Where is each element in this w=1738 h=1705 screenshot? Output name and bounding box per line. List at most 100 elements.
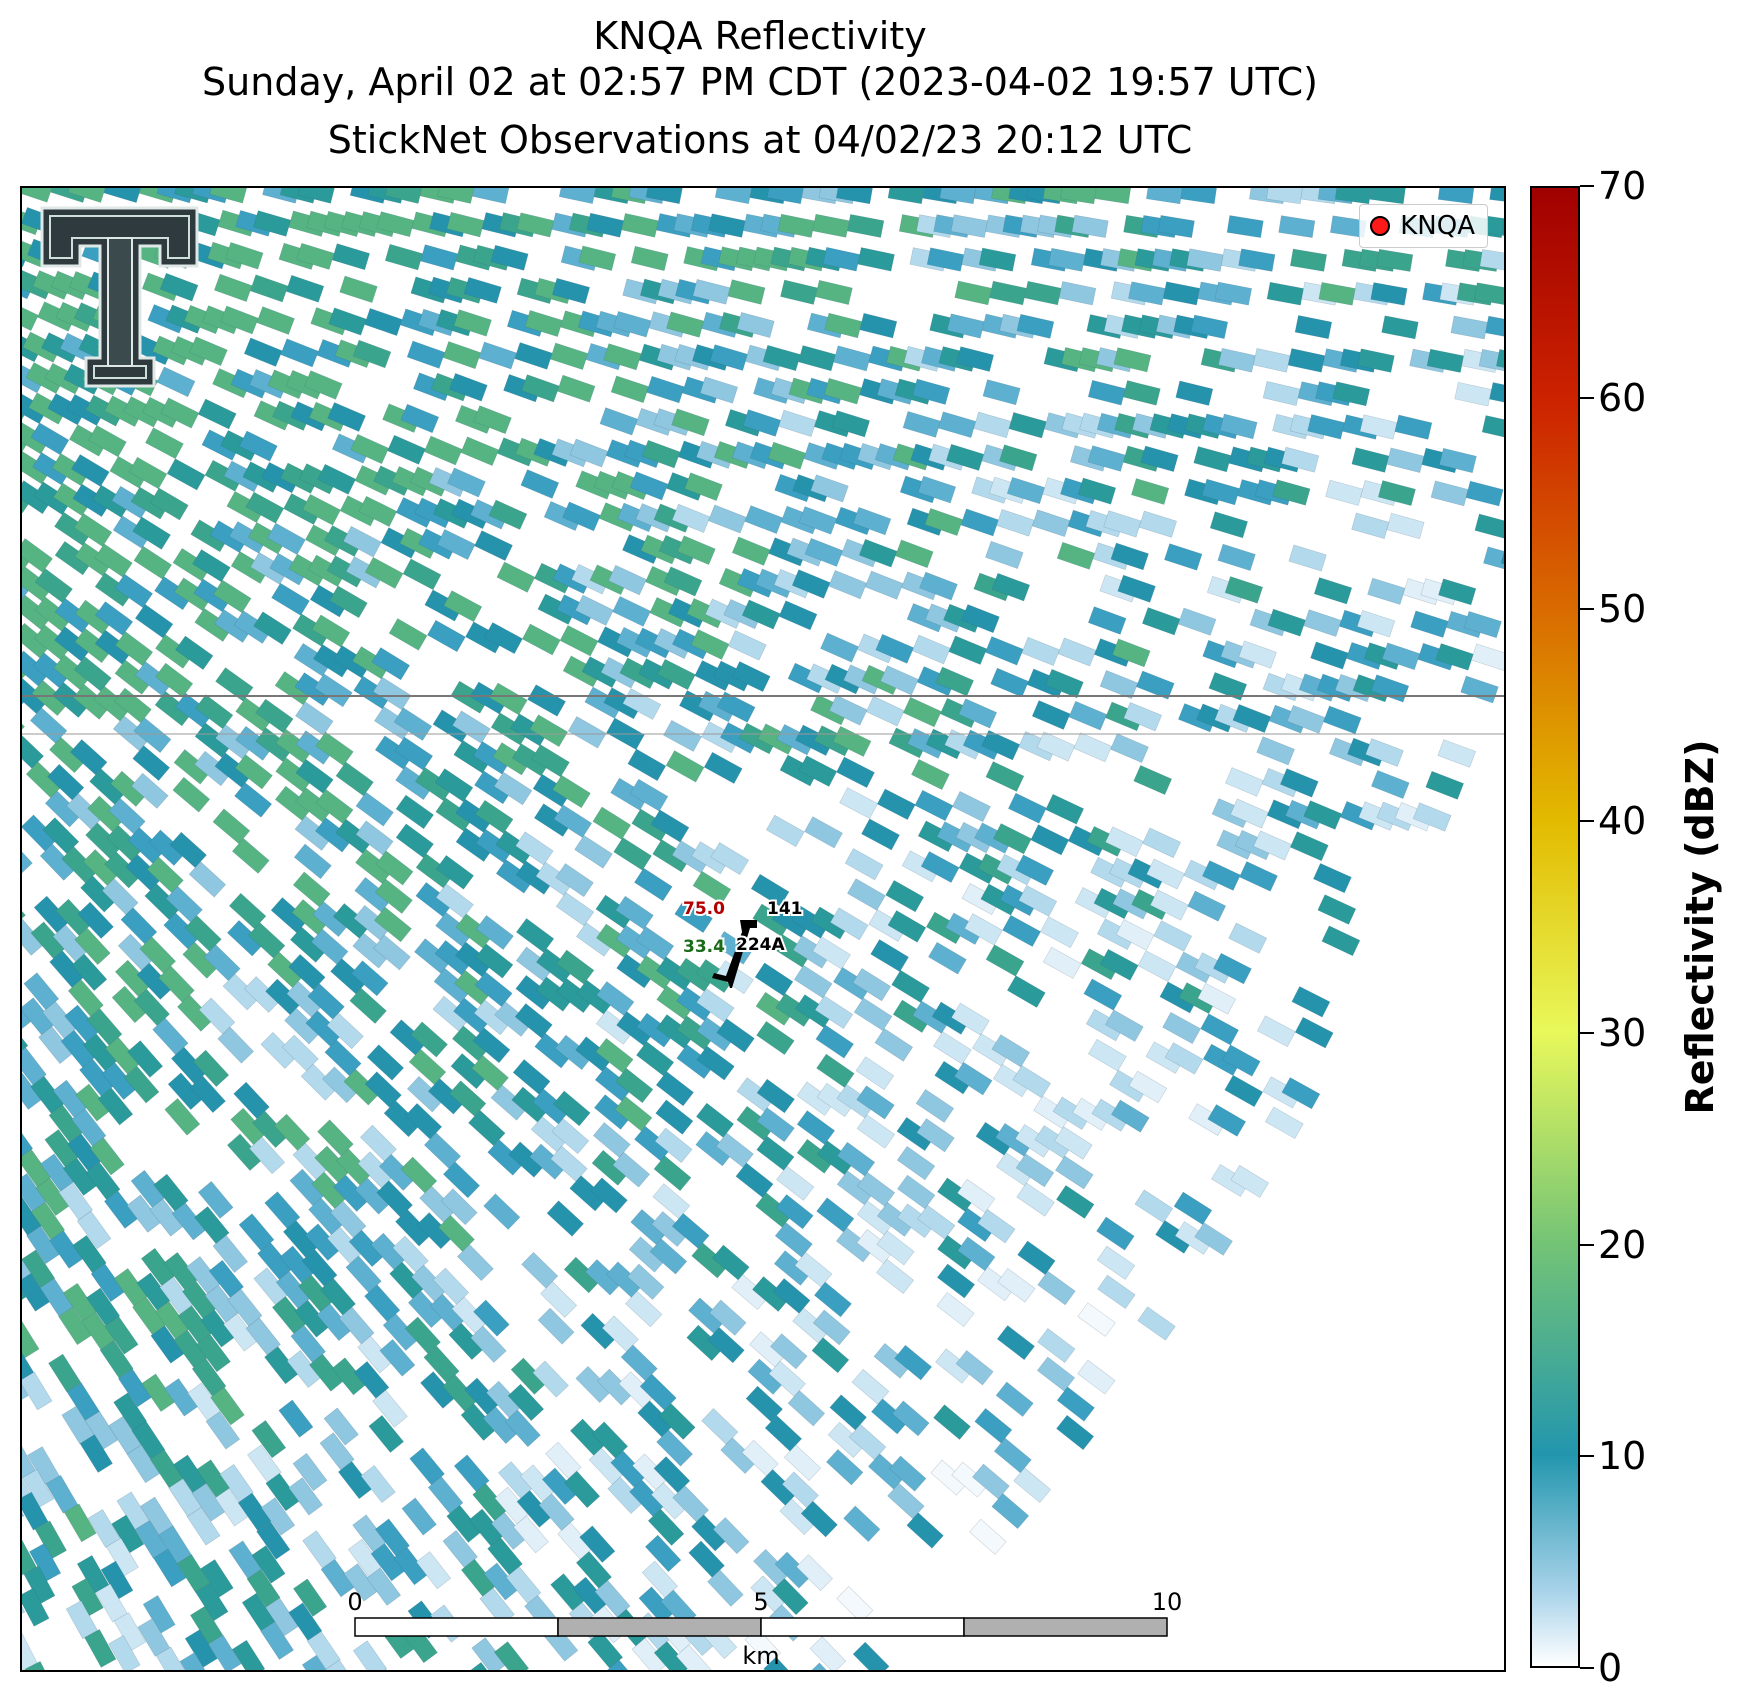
reflectivity-gate — [951, 1002, 990, 1036]
reflectivity-gate — [684, 472, 723, 502]
sticknet-station[interactable]: 75.0 141 33.4 224A — [681, 897, 805, 988]
reflectivity-gate — [615, 895, 654, 930]
reflectivity-gate — [472, 1027, 511, 1064]
reflectivity-gate — [1140, 445, 1179, 472]
reflectivity-gate — [814, 995, 854, 1030]
reflectivity-gate — [91, 484, 131, 518]
reflectivity-gate — [1500, 546, 1504, 573]
reflectivity-gate — [791, 905, 830, 939]
reflectivity-gate — [265, 1597, 299, 1637]
reflectivity-gate — [1439, 447, 1477, 474]
reflectivity-gate — [415, 1551, 452, 1590]
reflectivity-gate — [72, 1234, 107, 1274]
reflectivity-gate — [654, 1127, 693, 1164]
reflectivity-gate — [286, 980, 324, 1018]
reflectivity-gate — [1096, 1245, 1136, 1280]
reflectivity-gate — [94, 543, 133, 578]
reflectivity-gate — [289, 1168, 326, 1207]
reflectivity-gate — [707, 1569, 744, 1607]
reflectivity-gate — [914, 789, 954, 822]
reflectivity-gate — [798, 755, 838, 787]
reflectivity-gate — [105, 1537, 139, 1577]
reflectivity-gate — [355, 848, 394, 884]
reflectivity-gate — [1278, 215, 1316, 238]
reflectivity-gate — [532, 1088, 570, 1125]
reflectivity-gate — [615, 1067, 654, 1104]
reflectivity-gate — [22, 1319, 40, 1359]
colorbar-tick-label-0: 0 — [1598, 1646, 1623, 1690]
reflectivity-gate — [274, 785, 313, 821]
reflectivity-gate — [707, 1326, 745, 1364]
reflectivity-gate — [1077, 1359, 1116, 1395]
reflectivity-gate — [1055, 1155, 1094, 1190]
reflectivity-gate — [864, 570, 904, 600]
reflectivity-gate — [58, 1182, 93, 1221]
reflectivity-gate — [1253, 830, 1292, 861]
reflectivity-gate — [449, 373, 488, 402]
reflectivity-gate — [868, 909, 908, 942]
reflectivity-gate — [410, 1021, 448, 1058]
radar-map[interactable]: 0 5 10 km 75.0 141 33.4 224A KNQA — [20, 186, 1506, 1672]
reflectivity-gate — [827, 1421, 866, 1459]
reflectivity-gate — [529, 1143, 567, 1180]
reflectivity-gate — [1008, 412, 1047, 439]
reflectivity-gate — [1289, 248, 1328, 272]
reflectivity-gate — [22, 1244, 32, 1284]
reflectivity-gate — [339, 275, 378, 304]
reflectivity-gate — [326, 1012, 364, 1050]
reflectivity-gate — [646, 375, 685, 404]
reflectivity-gate — [215, 667, 254, 702]
reflectivity-gate — [285, 274, 325, 303]
reflectivity-gate — [856, 1200, 895, 1236]
reflectivity-gate — [650, 809, 690, 843]
reflectivity-gate — [945, 443, 985, 471]
reflectivity-gate — [474, 971, 513, 1007]
reflectivity-gate — [973, 411, 1012, 439]
reflectivity-gate — [955, 1350, 994, 1386]
reflectivity-gate — [436, 528, 476, 561]
reflectivity-gate — [912, 378, 951, 405]
reflectivity-gate — [1110, 1099, 1150, 1133]
reflectivity-gate — [920, 851, 960, 883]
reflectivity-gate — [957, 1236, 996, 1272]
reflectivity-gate — [1177, 607, 1217, 636]
reflectivity-gate — [1370, 282, 1408, 306]
reflectivity-gate — [887, 1482, 925, 1520]
reflectivity-gate — [1219, 413, 1258, 440]
reflectivity-gate — [88, 424, 127, 458]
reflectivity-gate — [89, 768, 127, 805]
reflectivity-gate — [985, 944, 1025, 977]
reflectivity-gate — [154, 691, 193, 727]
reflectivity-gate — [1031, 509, 1071, 537]
reflectivity-gate — [94, 601, 134, 636]
reflectivity-gate — [1218, 347, 1256, 373]
reflectivity-gate — [688, 1297, 726, 1334]
reflectivity-gate — [33, 481, 72, 516]
reflectivity-gate — [485, 1380, 523, 1419]
reflectivity-gate — [985, 540, 1024, 569]
reflectivity-gate — [991, 1034, 1031, 1068]
reflectivity-gate — [636, 1041, 675, 1077]
reflectivity-gate — [1099, 670, 1139, 700]
reflectivity-gate — [865, 695, 905, 727]
reflectivity-gate — [1489, 382, 1504, 407]
reflectivity-gate — [605, 1659, 642, 1670]
reflectivity-gate — [828, 569, 868, 600]
reflectivity-gate — [613, 310, 652, 338]
reflectivity-gate — [22, 993, 33, 1032]
reflectivity-gate — [297, 188, 336, 204]
reflectivity-gate — [591, 1421, 629, 1459]
reflectivity-gate — [574, 834, 613, 869]
colorbar-tick-label-70: 70 — [1598, 164, 1647, 208]
reflectivity-gate — [655, 1071, 694, 1107]
reflectivity-gate — [1332, 381, 1371, 407]
reflectivity-gate — [284, 1007, 322, 1045]
reflectivity-gate — [853, 997, 893, 1032]
reflectivity-gate — [1425, 770, 1465, 800]
reflectivity-gate — [404, 1316, 441, 1355]
reflectivity-gate — [1200, 1013, 1240, 1046]
reflectivity-gate — [30, 422, 70, 456]
reflectivity-gate — [1036, 1356, 1076, 1392]
reflectivity-gate — [1481, 415, 1504, 440]
reflectivity-gate — [166, 458, 206, 491]
